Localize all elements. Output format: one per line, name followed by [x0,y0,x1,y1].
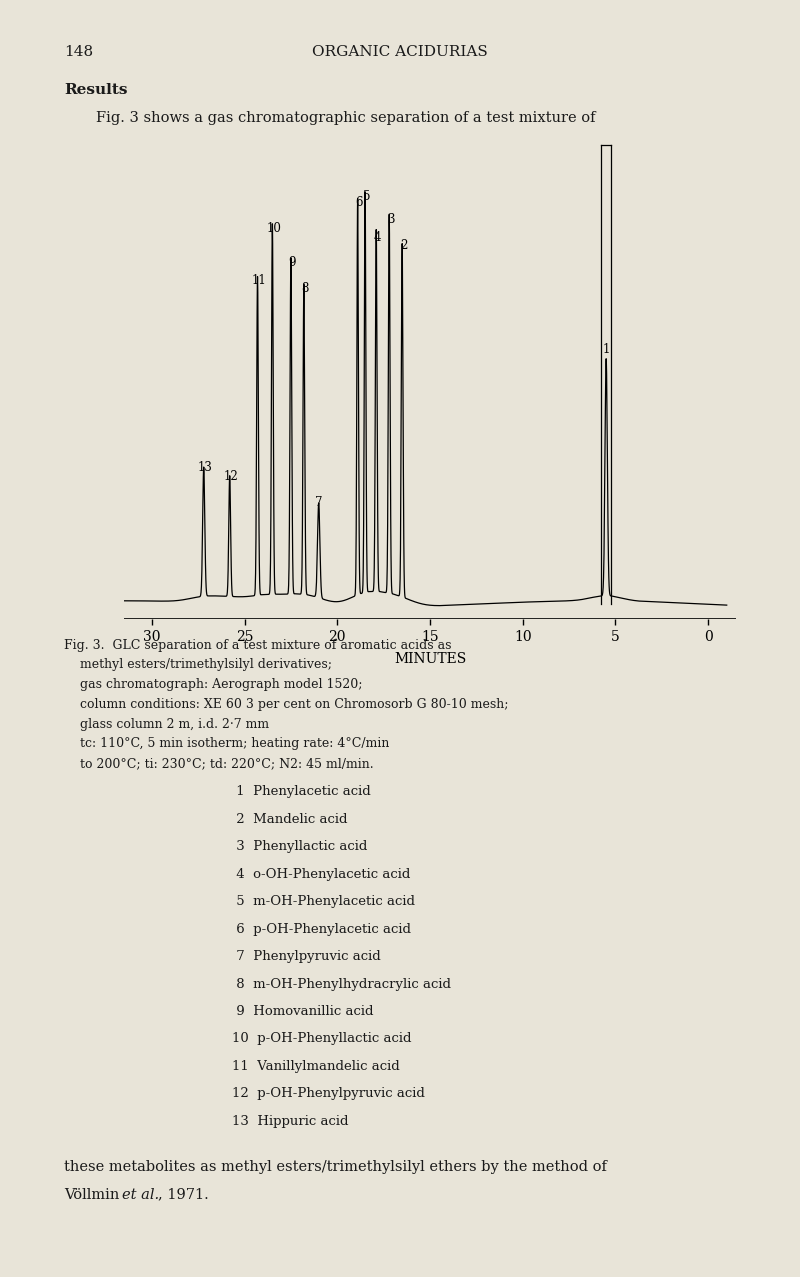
Text: gas chromatograph: Aerograph model 1520;: gas chromatograph: Aerograph model 1520; [80,678,362,691]
Text: 10: 10 [266,222,282,235]
Text: 2  Mandelic acid: 2 Mandelic acid [232,813,347,826]
Text: methyl esters/trimethylsilyl derivatives;: methyl esters/trimethylsilyl derivatives… [80,659,332,672]
Text: 9  Homovanillic acid: 9 Homovanillic acid [232,1005,374,1018]
Text: column conditions: XE 60 3 per cent on Chromosorb G 80-10 mesh;: column conditions: XE 60 3 per cent on C… [80,697,509,711]
Text: 8: 8 [302,282,309,295]
Text: 6  p-OH-Phenylacetic acid: 6 p-OH-Phenylacetic acid [232,922,411,936]
Text: 2: 2 [400,239,408,252]
Text: 7: 7 [315,495,322,508]
Text: glass column 2 m, i.d. 2·7 mm: glass column 2 m, i.d. 2·7 mm [80,718,269,730]
Text: 4  o-OH-Phenylacetic acid: 4 o-OH-Phenylacetic acid [232,868,410,881]
Text: 11  Vanillylmandelic acid: 11 Vanillylmandelic acid [232,1060,400,1073]
Text: 13: 13 [198,461,213,474]
Text: 1  Phenylacetic acid: 1 Phenylacetic acid [232,785,370,798]
Text: Fig. 3.  GLC separation of a test mixture of aromatic acids as: Fig. 3. GLC separation of a test mixture… [64,638,451,651]
Text: 148: 148 [64,45,93,59]
Text: et al.: et al. [122,1188,158,1202]
Text: 9: 9 [289,257,296,269]
Text: 12  p-OH-Phenylpyruvic acid: 12 p-OH-Phenylpyruvic acid [232,1087,425,1101]
Text: 13  Hippuric acid: 13 Hippuric acid [232,1115,349,1128]
Text: 5  m-OH-Phenylacetic acid: 5 m-OH-Phenylacetic acid [232,895,415,908]
Text: 6: 6 [355,197,363,209]
Text: 8  m-OH-Phenylhydracrylic acid: 8 m-OH-Phenylhydracrylic acid [232,978,451,991]
X-axis label: MINUTES: MINUTES [394,653,466,667]
Text: these metabolites as methyl esters/trimethylsilyl ethers by the method of: these metabolites as methyl esters/trime… [64,1160,607,1174]
Text: Results: Results [64,83,127,97]
Text: 10  p-OH-Phenyllactic acid: 10 p-OH-Phenyllactic acid [232,1032,411,1046]
Text: 5: 5 [363,189,370,203]
Text: 3: 3 [387,213,395,226]
Text: 12: 12 [224,470,238,483]
Text: 4: 4 [374,231,382,244]
Text: 3  Phenyllactic acid: 3 Phenyllactic acid [232,840,367,853]
Text: Völlmin: Völlmin [64,1188,124,1202]
Text: tc: 110°C, 5 min isotherm; heating rate: 4°C/min: tc: 110°C, 5 min isotherm; heating rate:… [80,737,390,751]
Text: , 1971.: , 1971. [158,1188,208,1202]
Text: 11: 11 [252,273,266,286]
Text: Fig. 3 shows a gas chromatographic separation of a test mixture of: Fig. 3 shows a gas chromatographic separ… [96,111,595,125]
Text: to 200°C; ti: 230°C; td: 220°C; N2: 45 ml/min.: to 200°C; ti: 230°C; td: 220°C; N2: 45 m… [80,757,374,770]
Text: 1: 1 [602,342,610,355]
Text: 7  Phenylpyruvic acid: 7 Phenylpyruvic acid [232,950,381,963]
Text: ORGANIC ACIDURIAS: ORGANIC ACIDURIAS [312,45,488,59]
